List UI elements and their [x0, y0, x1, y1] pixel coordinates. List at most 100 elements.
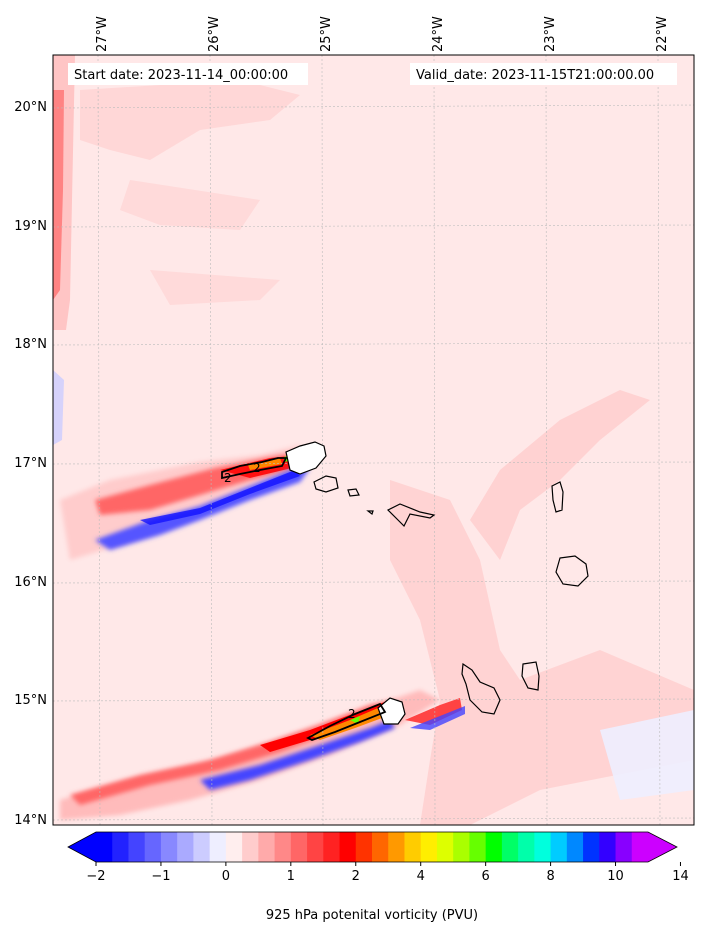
- colorbar-outline: [67, 831, 678, 863]
- pv-north-patches: [150, 270, 280, 305]
- colorbar-tick-label: 6: [482, 869, 490, 884]
- longitude-labels: 27°W 26°W 25°W 24°W 23°W 22°W: [95, 16, 670, 52]
- lon-label: 26°W: [207, 16, 222, 52]
- pv-southeast-streak: [405, 698, 462, 725]
- contour-label: 2: [348, 707, 356, 721]
- gridlines: [53, 55, 694, 825]
- island-sal: [551, 481, 564, 513]
- island-santa-luzia: [347, 488, 360, 497]
- lat-label: 14°N: [14, 813, 47, 828]
- colorbar-segment: [128, 832, 146, 862]
- colorbar-segment: [599, 832, 617, 862]
- colorbar-segment: [274, 832, 292, 862]
- colorbar-tick-label: −1: [151, 869, 170, 884]
- islands: [285, 441, 589, 725]
- island-boa-vista: [555, 555, 589, 587]
- colorbar-segment: [225, 832, 243, 862]
- colorbar-segment: [242, 832, 259, 862]
- colorbar-tick-label: 8: [546, 869, 554, 884]
- colorbar-tick-label: 0: [222, 869, 230, 884]
- colorbar-segment: [436, 832, 454, 862]
- colorbar-segment: [566, 832, 584, 862]
- colorbar-segment: [469, 832, 487, 862]
- colorbar-segment: [404, 832, 422, 862]
- contour-label: 2: [224, 471, 232, 485]
- colorbar-segment: [290, 832, 308, 862]
- pv-south-streak-positive: [70, 700, 395, 805]
- colorbar-segment: [550, 832, 568, 862]
- valid-date-box: [410, 63, 677, 85]
- colorbar-under-arrow: [68, 832, 96, 862]
- pv-southeast-streak-negative: [410, 706, 465, 730]
- colorbar-tick-label: −2: [86, 869, 105, 884]
- colorbar-tick-label: 4: [417, 869, 425, 884]
- colorbar-tick-label: 14: [672, 869, 689, 884]
- colorbar-segment: [615, 832, 633, 862]
- colorbar-segment: [583, 832, 600, 862]
- colorbar-segment: [96, 832, 113, 862]
- island-sao-vicente: [313, 475, 339, 493]
- pv-northeast-band: [470, 390, 650, 560]
- lon-label: 24°W: [431, 16, 446, 52]
- colorbar-segment: [420, 832, 438, 862]
- colorbar-segment: [518, 832, 535, 862]
- island-sao-nicolau: [386, 503, 436, 528]
- colorbar-segment: [160, 832, 178, 862]
- pv-contours: [221, 457, 387, 741]
- pv-west-edge-negative: [53, 370, 64, 445]
- lon-label: 22°W: [655, 16, 670, 52]
- colorbar-segment: [112, 832, 130, 862]
- island-razo: [366, 510, 374, 515]
- colorbar-segment: [355, 832, 373, 862]
- colorbar-segment: [501, 832, 519, 862]
- colorbar: [67, 831, 678, 863]
- island-maio: [521, 661, 540, 691]
- map-frame: [52, 54, 695, 826]
- pv-south-streak-negative: [200, 720, 395, 790]
- colorbar-segment: [144, 832, 162, 862]
- colorbar-segment: [323, 832, 341, 862]
- latitude-labels: 20°N 19°N 18°N 17°N 16°N 15°N 14°N: [14, 100, 47, 828]
- colorbar-over-arrow: [648, 832, 677, 862]
- pv-high-contour: [248, 458, 282, 470]
- lon-label: 25°W: [319, 16, 334, 52]
- pv-north-patches: [120, 180, 260, 230]
- colorbar-segment: [209, 832, 227, 862]
- colorbar-segment: [485, 832, 503, 862]
- colorbar-segment: [534, 832, 552, 862]
- island-santiago: [461, 662, 501, 715]
- colorbar-segment: [307, 832, 324, 862]
- valid-date-label: Valid_date: 2023-11-15T21:00:00.00: [416, 68, 654, 83]
- pv-west-edge-core: [53, 90, 64, 300]
- lat-label: 20°N: [14, 100, 47, 115]
- island-fogo: [377, 697, 406, 725]
- colorbar-segment: [453, 832, 471, 862]
- lat-label: 17°N: [14, 456, 47, 471]
- colorbar-segment: [339, 832, 357, 862]
- colorbar-tick-label: 2: [352, 869, 360, 884]
- lat-label: 19°N: [14, 219, 47, 234]
- pv-high-contour: [350, 716, 360, 724]
- colorbar-tick-label: 1: [287, 869, 295, 884]
- colorbar-segment: [193, 832, 211, 862]
- contour-label: 2: [253, 461, 261, 475]
- colorbar-segment: [372, 832, 389, 862]
- lon-label: 27°W: [95, 16, 110, 52]
- colorbar-tick-label: 10: [607, 869, 624, 884]
- lat-label: 18°N: [14, 337, 47, 352]
- start-date-label: Start date: 2023-11-14_00:00:00: [74, 68, 288, 83]
- colorbar-label: 925 hPa potenital vorticity (PVU): [266, 908, 478, 923]
- pv-north-patches: [80, 80, 300, 160]
- pv-field: [53, 55, 694, 825]
- colorbar-segment: [177, 832, 195, 862]
- pv-high-contour: [310, 705, 390, 740]
- start-date-box: [68, 63, 308, 85]
- lat-label: 15°N: [14, 693, 47, 708]
- colorbar-segment: [388, 832, 406, 862]
- colorbar-segment: [258, 832, 276, 862]
- pv-southeast-negative-band: [600, 710, 694, 800]
- lon-label: 23°W: [543, 16, 558, 52]
- pv-contour-north: [221, 457, 288, 480]
- island-santo-antao: [285, 441, 327, 475]
